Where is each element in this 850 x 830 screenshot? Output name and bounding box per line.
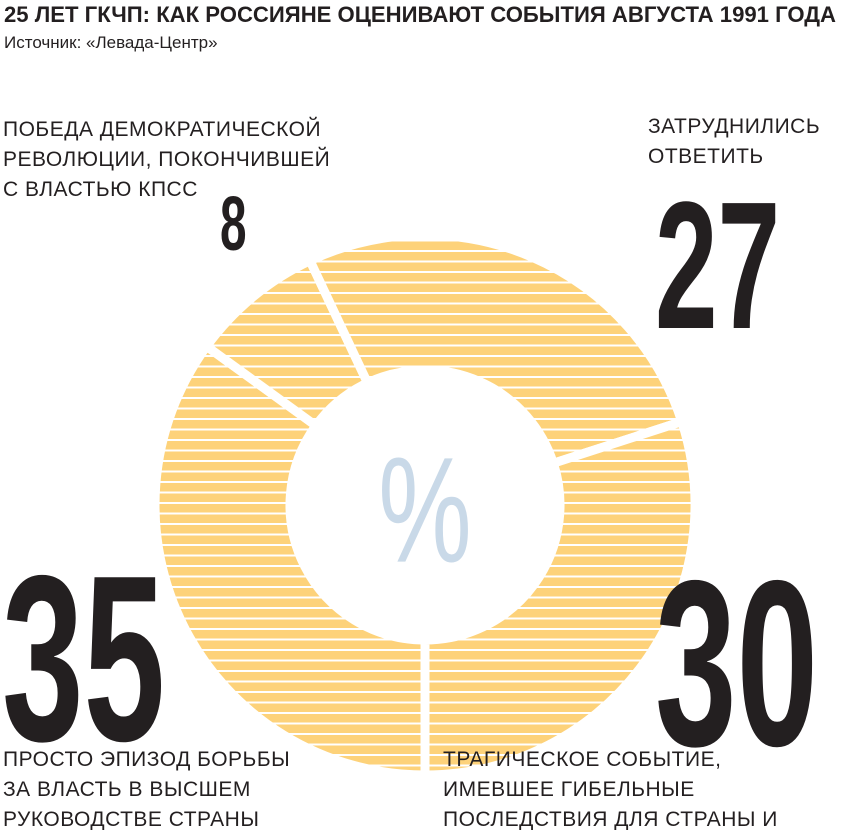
value-label: 30 [655, 531, 818, 795]
chart-title: 25 ЛЕТ ГКЧП: КАК РОССИЯНЕ ОЦЕНИВАЮТ СОБЫ… [4, 2, 836, 27]
value-label: 35 [2, 526, 165, 790]
donut-segment [150, 340, 430, 780]
category-label: ЗАТРУДНИЛИСЬ ОТВЕТИТЬ [648, 115, 821, 168]
donut-segment [420, 415, 700, 780]
donut-segment [304, 230, 688, 469]
chart-subtitle: Источник: «Левада-Центр» [4, 33, 218, 52]
category-label: ТРАГИЧЕСКОЕ СОБЫТИЕ, ИМЕВШЕЕ ГИБЕЛЬНЫЕ П… [443, 748, 778, 830]
center-label: % [378, 427, 471, 594]
category-label: ПРОСТО ЭПИЗОД БОРЬБЫ ЗА ВЛАСТЬ В ВЫСШЕМ … [3, 748, 291, 830]
category-label: ПОБЕДА ДЕМОКРАТИЧЕСКОЙ РЕВОЛЮЦИИ, ПОКОНЧ… [3, 118, 331, 201]
value-label: 27 [655, 163, 780, 366]
value-label: 8 [220, 180, 247, 267]
